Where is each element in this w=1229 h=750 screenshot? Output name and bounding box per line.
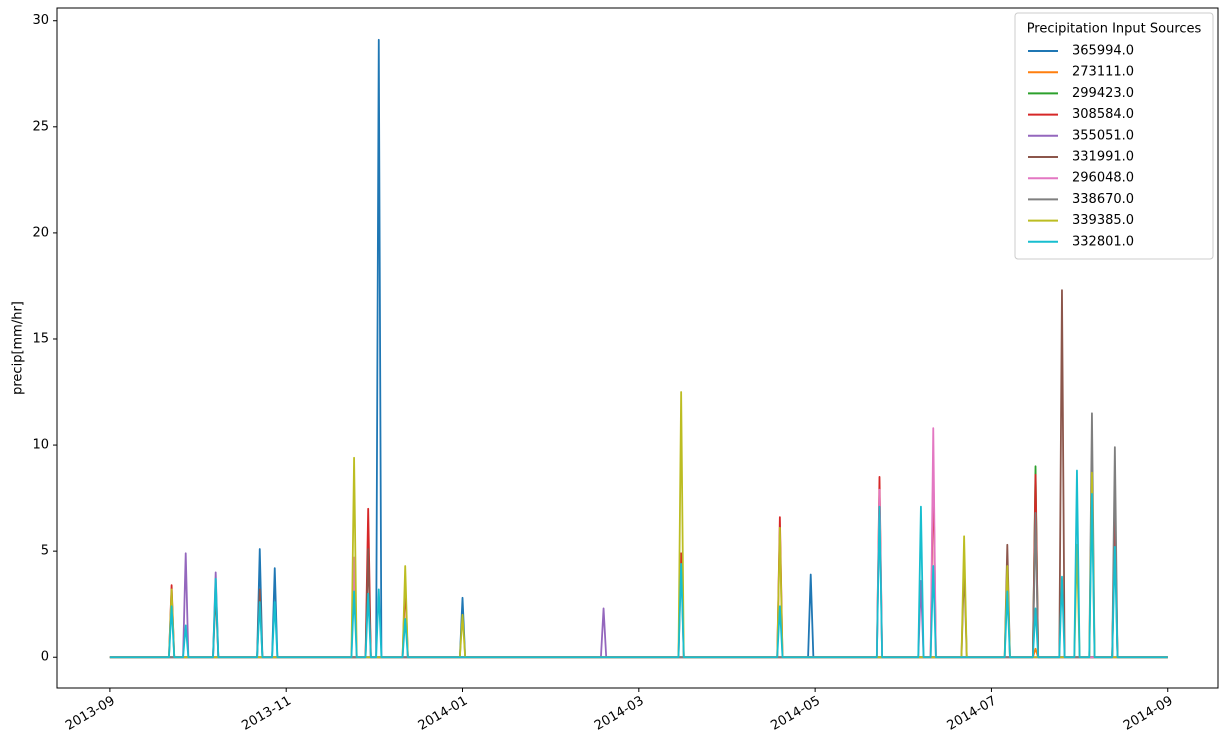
legend-label: 338670.0: [1072, 192, 1134, 207]
legend-label: 339385.0: [1072, 213, 1134, 228]
y-tick-label: 15: [32, 331, 49, 346]
legend-label: 308584.0: [1072, 107, 1134, 122]
x-tick-label: 2014-07: [945, 694, 1000, 734]
legend-label: 273111.0: [1072, 65, 1134, 80]
y-tick-label: 30: [32, 13, 49, 28]
x-tick-label: 2014-01: [416, 694, 471, 734]
y-tick-label: 20: [32, 225, 49, 240]
series-line: [109, 469, 1168, 659]
legend-label: 331991.0: [1072, 150, 1134, 165]
legend-label: 355051.0: [1072, 128, 1134, 143]
legend-label: 332801.0: [1072, 234, 1134, 249]
x-tick-label: 2014-09: [1121, 694, 1176, 734]
series-line: [109, 412, 1168, 659]
y-tick-label: 10: [32, 438, 49, 453]
y-tick-label: 0: [41, 650, 49, 665]
x-tick-label: 2013-09: [63, 694, 118, 734]
legend-label: 299423.0: [1072, 86, 1134, 101]
y-tick-label: 5: [41, 544, 49, 559]
legend-label: 296048.0: [1072, 171, 1134, 186]
series-line: [109, 38, 1168, 659]
x-tick-label: 2014-03: [592, 694, 647, 734]
legend-label: 365994.0: [1072, 44, 1134, 59]
y-axis-label: precip[mm/hr]: [11, 301, 26, 395]
legend-title: Precipitation Input Sources: [1027, 22, 1202, 37]
x-tick-label: 2014-05: [768, 694, 823, 734]
legend-box: [1014, 12, 1214, 260]
y-tick-label: 25: [32, 119, 49, 134]
axes-frame: [56, 7, 1219, 689]
legend: Precipitation Input Sources 365994.0 27311…: [1014, 12, 1214, 260]
x-tick-label: 2013-11: [239, 694, 294, 734]
